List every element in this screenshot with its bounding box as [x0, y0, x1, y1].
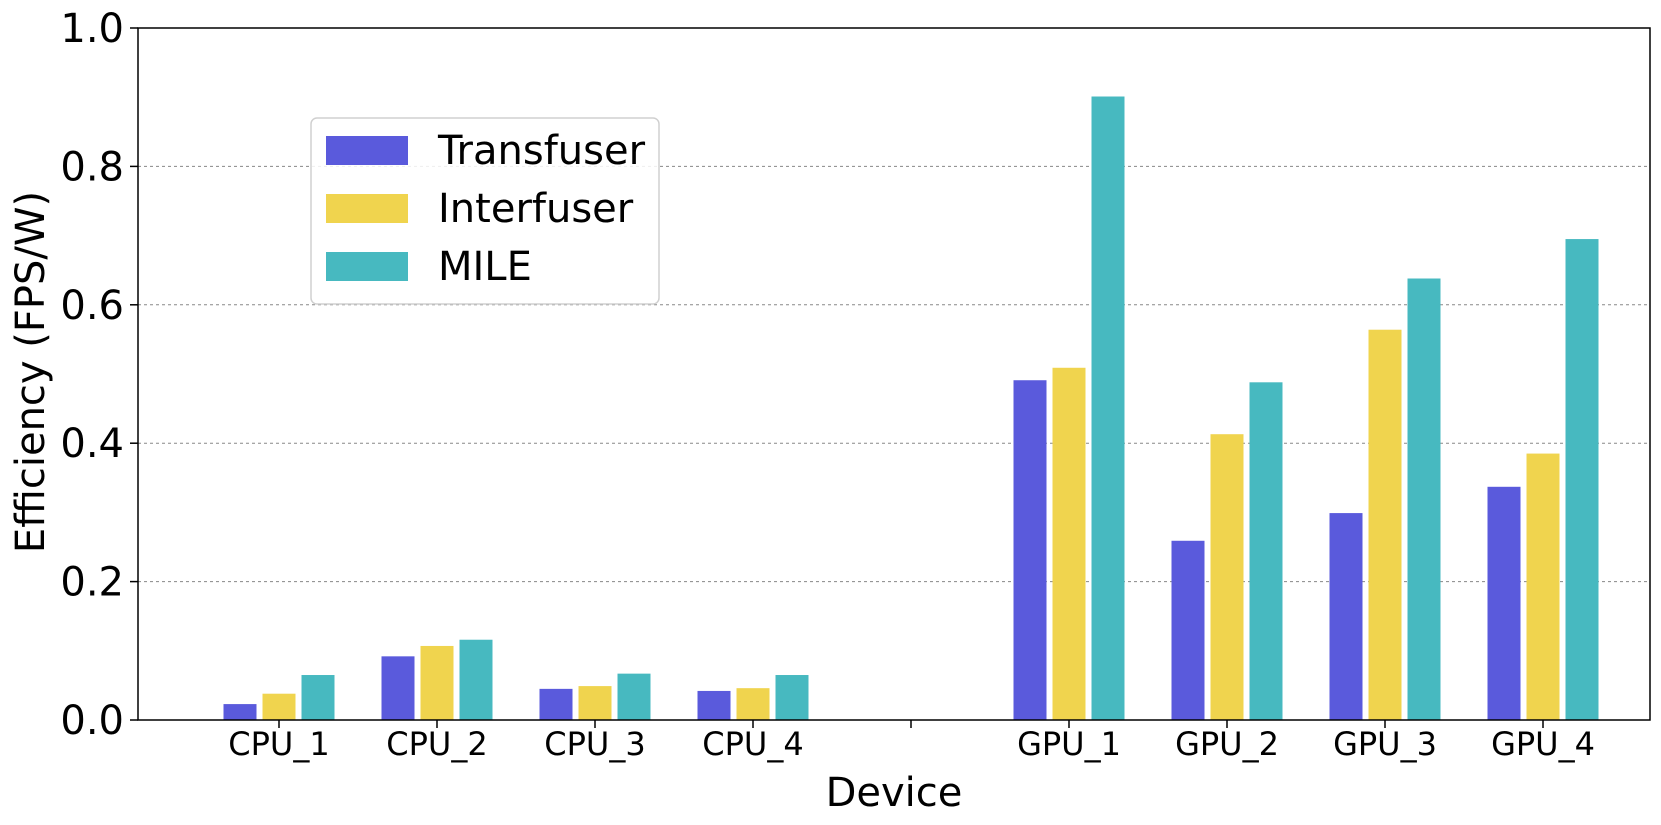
bar-interfuser-gpu_1 [1052, 367, 1086, 720]
bar-transfuser-gpu_1 [1013, 380, 1047, 720]
x-tick-label: CPU_4 [702, 725, 803, 763]
legend: Transfuser Interfuser MILE [310, 117, 660, 305]
bar-mile-cpu_3 [617, 673, 651, 720]
bars [223, 96, 1599, 721]
x-tick-label: GPU_2 [1175, 725, 1279, 763]
bar-mile-gpu_3 [1407, 278, 1441, 720]
y-tick-label: 0.4 [60, 421, 124, 467]
bar-mile-gpu_2 [1249, 382, 1283, 720]
y-tick-label: 0.2 [60, 560, 124, 606]
legend-swatch [326, 194, 408, 223]
x-axis-label: Device [826, 770, 963, 816]
y-axis: 0.0 0.2 0.4 0.6 0.8 1.0 [60, 6, 138, 744]
bar-transfuser-cpu_3 [539, 688, 573, 720]
legend-swatch [326, 136, 408, 165]
bar-interfuser-gpu_3 [1368, 329, 1402, 720]
bar-mile-cpu_4 [775, 675, 809, 720]
legend-swatch [326, 252, 408, 281]
y-tick-label: 0.8 [60, 144, 124, 190]
x-axis: CPU_1 CPU_2 CPU_3 CPU_4 GPU_1 GPU_2 GPU_3 GPU_4 [228, 720, 1595, 763]
y-tick-label: 0.6 [60, 283, 124, 329]
bar-transfuser-cpu_4 [697, 690, 731, 720]
x-tick-label: CPU_3 [544, 725, 645, 763]
bar-transfuser-gpu_3 [1329, 513, 1363, 720]
legend-label: MILE [438, 244, 532, 290]
bar-mile-cpu_2 [459, 639, 493, 720]
legend-label: Transfuser [437, 128, 646, 174]
bar-interfuser-cpu_4 [736, 688, 770, 720]
x-tick-label: CPU_1 [228, 725, 329, 763]
bar-transfuser-cpu_2 [381, 656, 415, 720]
plot-frame [137, 27, 1651, 721]
y-tick-label: 0.0 [60, 698, 124, 744]
bar-interfuser-cpu_3 [578, 686, 612, 720]
bar-interfuser-gpu_4 [1526, 453, 1560, 720]
x-tick-label: GPU_1 [1017, 725, 1121, 763]
bar-interfuser-cpu_1 [262, 693, 296, 720]
y-tick-label: 1.0 [60, 6, 124, 52]
x-tick-label: GPU_4 [1491, 725, 1595, 763]
bar-mile-gpu_1 [1091, 96, 1125, 721]
bar-mile-gpu_4 [1565, 239, 1599, 720]
bar-transfuser-cpu_1 [223, 704, 257, 720]
x-tick-label: GPU_3 [1333, 725, 1437, 763]
bar-transfuser-gpu_2 [1171, 540, 1205, 720]
bar-transfuser-gpu_4 [1487, 486, 1521, 720]
x-tick-label: CPU_2 [386, 725, 487, 763]
bar-interfuser-gpu_2 [1210, 434, 1244, 720]
legend-label: Interfuser [438, 186, 634, 232]
y-axis-label: Efficiency (FPS/W) [8, 191, 54, 553]
bar-interfuser-cpu_2 [420, 645, 454, 720]
bar-mile-cpu_1 [301, 675, 335, 720]
